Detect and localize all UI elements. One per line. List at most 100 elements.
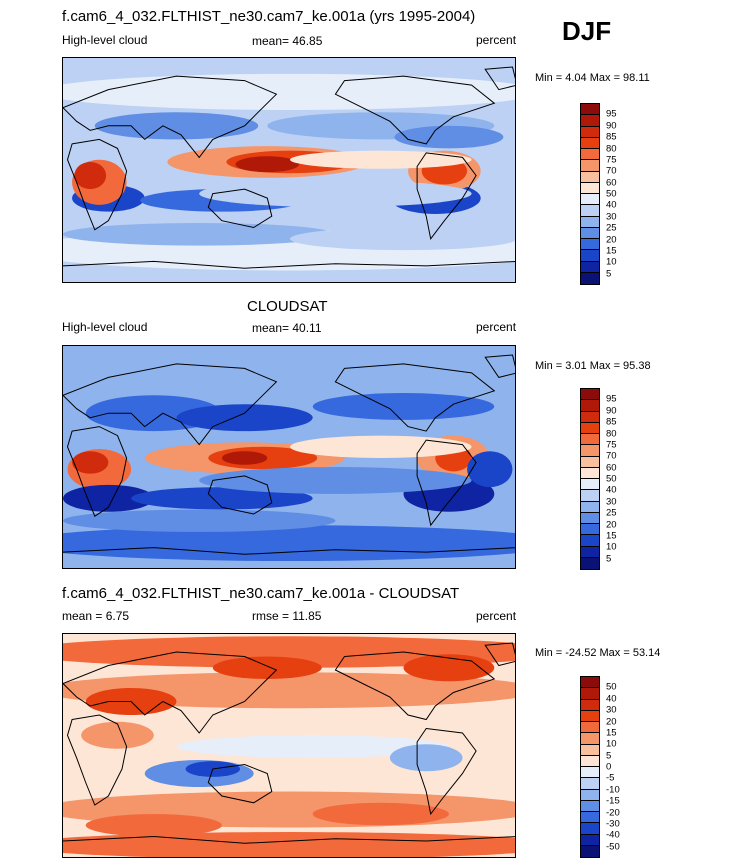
colorbar-swatch [581,239,599,251]
colorbar-swatch [581,733,599,745]
variable-label: High-level cloud [62,33,148,47]
colorbar-swatch [581,812,599,824]
colorbar-swatch [581,845,599,857]
colorbar-tick-label: 40 [606,693,617,705]
contour-region [290,435,472,458]
colorbar-tick-label: -10 [606,784,620,796]
mean-label: mean= 40.11 [252,321,322,335]
season-label: DJF [562,16,612,46]
variable-label: High-level cloud [62,320,148,334]
colorbar-tick-label: 40 [606,484,617,496]
mean-label: mean = 6.75 [62,609,130,623]
colorbar-swatch [581,778,599,790]
contour-region [199,466,472,494]
min-max-label: Min = -24.52 Max = 53.14 [535,647,661,659]
contour-region [85,814,222,837]
colorbar-swatch [581,149,599,161]
colorbar-tick-label: 50 [606,188,617,200]
units-label: percent [476,609,517,623]
coastline [63,642,515,844]
colorbar-swatch [581,800,599,812]
contour-region [312,393,495,420]
colorbar-tick-label: 75 [606,439,617,451]
contour-region [312,802,449,826]
panel-title: f.cam6_4_032.FLTHIST_ne30.cam7_ke.001a (… [62,8,476,25]
colorbar-tick-label: 70 [606,165,617,177]
colorbar-swatch [581,467,599,479]
panel-title: CLOUDSAT [247,298,328,315]
colorbar-swatch [581,104,599,116]
colorbar-swatch [581,557,599,569]
contour-region [235,156,300,173]
colorbar-tick-label: 30 [606,496,617,508]
colorbar-swatch [581,688,599,700]
colorbar-tick-label: 15 [606,530,617,542]
colorbar-tick-label: 0 [606,761,612,773]
colorbar-swatch [581,501,599,513]
colorbar-swatch [581,479,599,491]
colorbar-swatch [581,137,599,149]
colorbar-swatch [581,699,599,711]
colorbar-tick-label: 40 [606,199,617,211]
colorbar-tick-label: 30 [606,704,617,716]
contour-region [72,451,109,474]
colorbar-swatch [581,389,599,401]
units-label: percent [476,33,517,47]
contour-region [290,227,515,251]
contour-region [394,125,504,149]
colorbar-tick-label: 85 [606,131,617,143]
contour-fill [63,73,515,271]
colorbar-swatch [581,722,599,734]
contour-region [267,715,404,733]
contour-region [389,744,463,772]
contour-region [63,509,336,532]
contour-region [63,636,515,668]
map-plot [62,345,516,569]
colorbar-tick-label: 85 [606,416,617,428]
units-label: percent [476,320,517,334]
coastline [63,354,515,555]
colorbar-swatch [581,710,599,722]
contour-region [63,672,515,709]
map-plot [62,633,516,858]
colorbar-swatch [581,767,599,779]
contour-region [63,73,515,110]
colorbar-tick-label: 50 [606,681,617,693]
contour-region [221,451,268,465]
colorbar-swatch [581,272,599,284]
colorbar-tick-label: 60 [606,462,617,474]
coastline [63,66,515,269]
colorbar-tick-label: -20 [606,807,620,818]
colorbar-tick-label: 10 [606,738,617,750]
colorbar-tick-label: 90 [606,405,617,417]
colorbar-swatch [581,512,599,524]
colorbar-swatch [581,422,599,434]
colorbar-swatch [581,677,599,689]
colorbar-tick-label: -5 [606,772,615,784]
colorbar-tick-label: 10 [606,256,617,268]
colorbar-tick-label: 5 [606,750,612,762]
colorbar-swatch [581,194,599,206]
colorbar-swatch [581,445,599,457]
contour-region [131,487,313,510]
colorbar-tick-label: 50 [606,473,617,485]
colorbar-tick-label: 95 [606,393,617,405]
colorbar-tick-label: 5 [606,553,612,565]
contour-region [176,735,449,758]
colorbar-swatch [581,182,599,194]
contour-region [63,222,336,246]
colorbar-swatch [581,524,599,536]
colorbar-tick-label: 10 [606,541,617,553]
colorbar-tick-label: 20 [606,519,617,530]
contour-region [63,832,515,857]
map-plot [62,57,516,283]
rmse-label: rmse = 11.85 [252,609,322,623]
contour-region [63,525,515,562]
colorbar-tick-label: 95 [606,108,617,120]
colorbar-swatch [581,205,599,217]
colorbar-tick-label: 60 [606,177,617,189]
colorbar-swatch [581,755,599,767]
colorbar-swatch [581,411,599,423]
colorbar-swatch [581,535,599,547]
colorbar-swatch [581,456,599,468]
